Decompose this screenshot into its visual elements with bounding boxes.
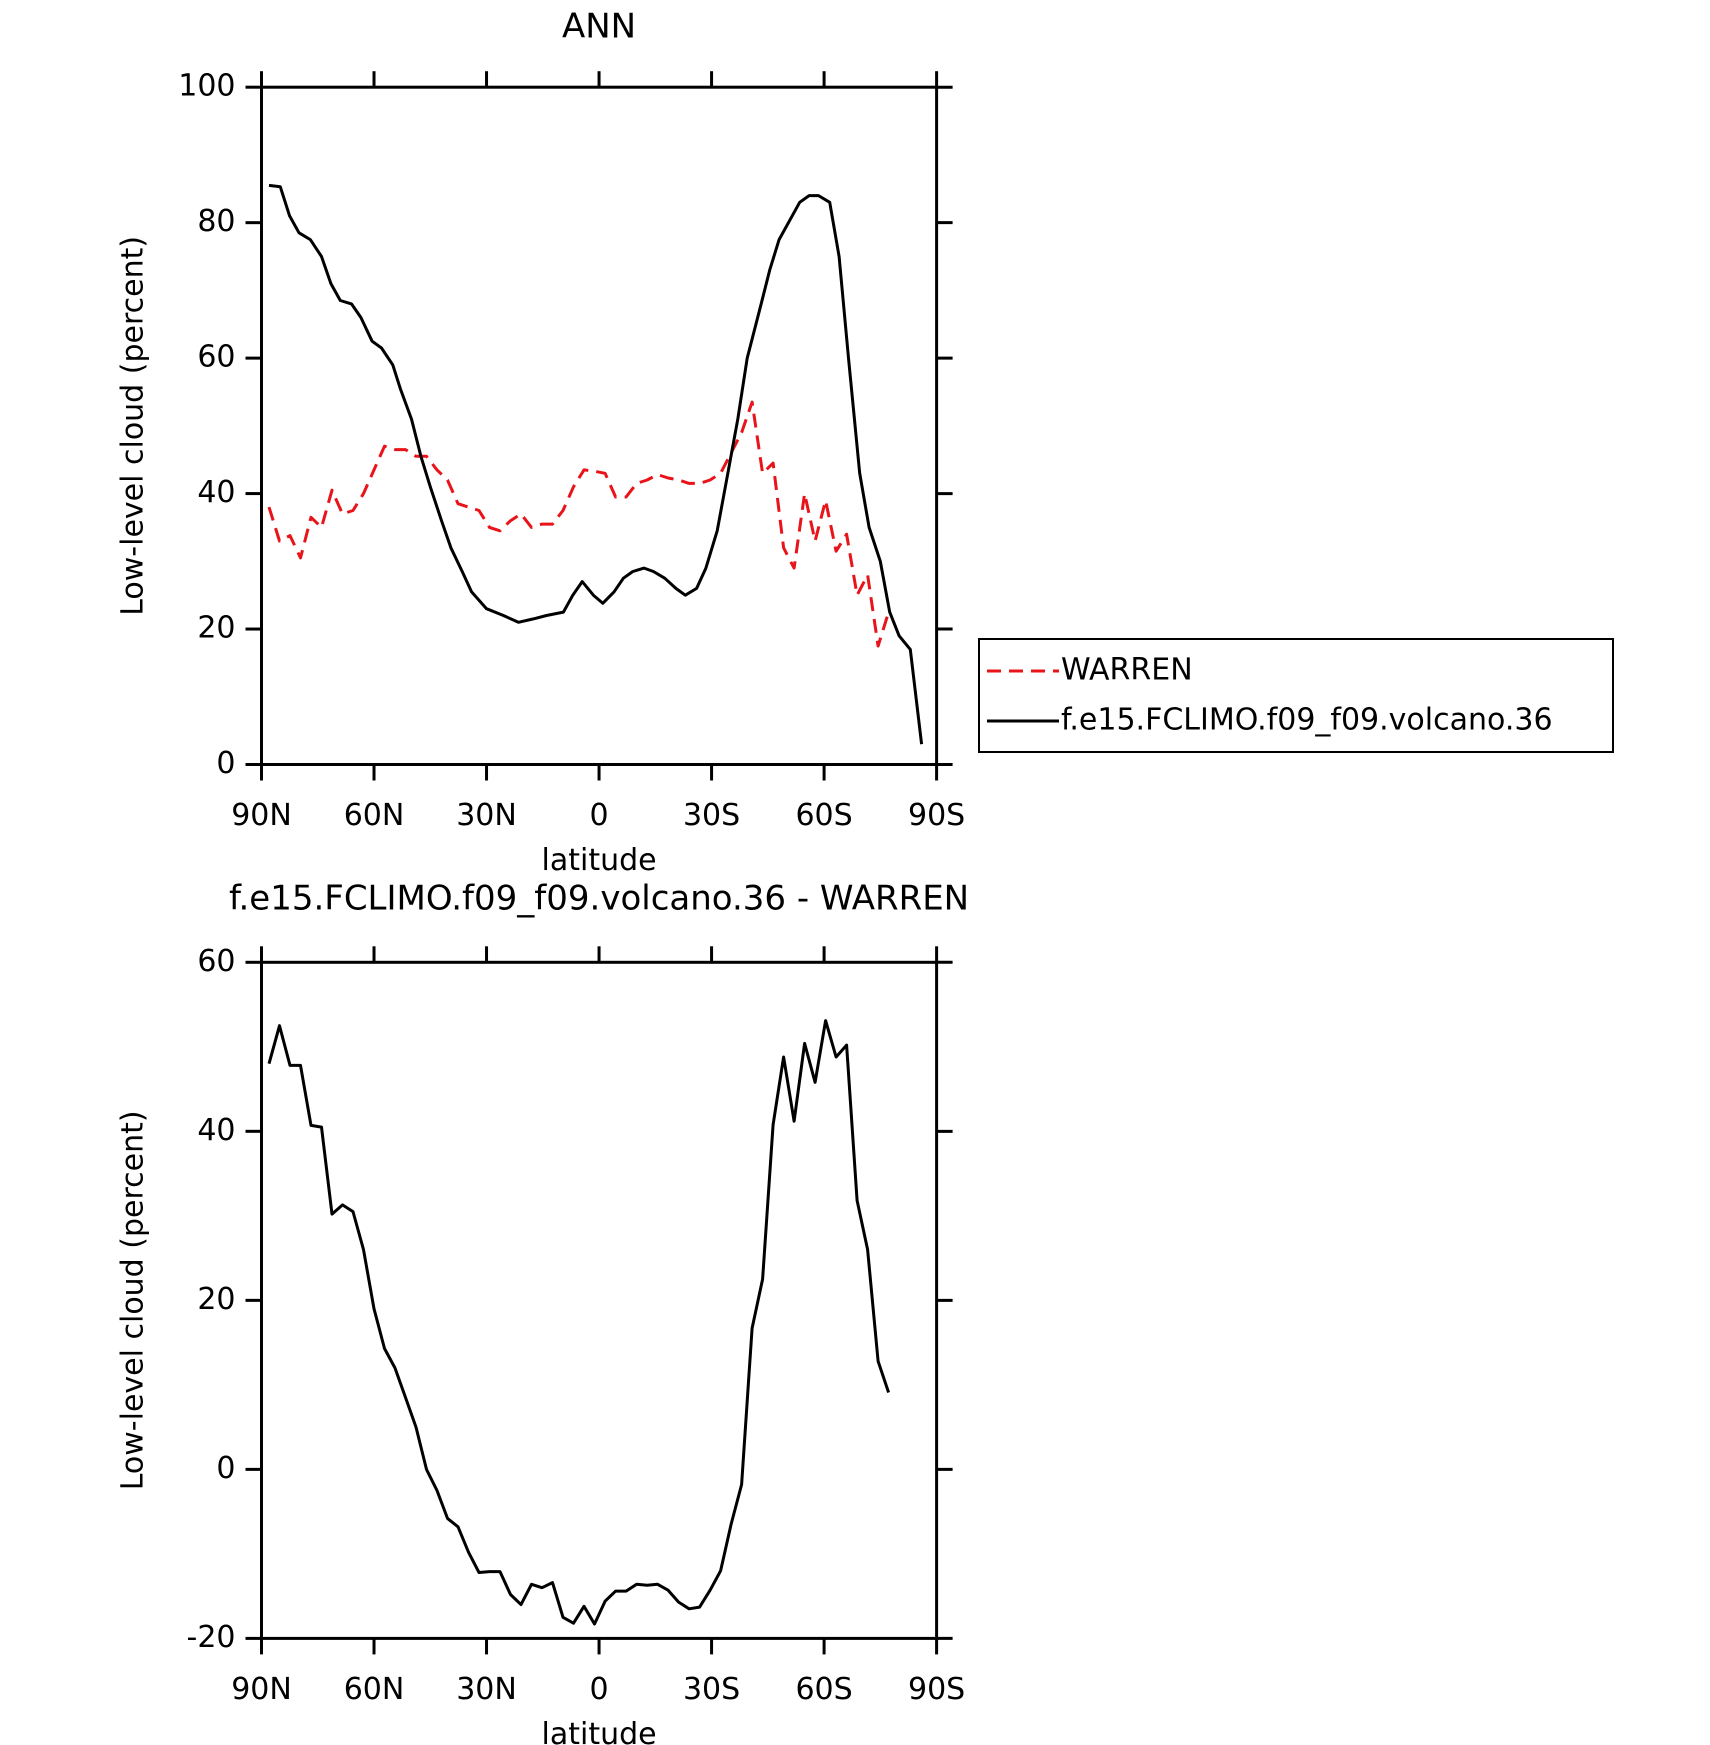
chart-title: f.e15.FCLIMO.f09_f09.volcano.36 - WARREN (229, 879, 969, 919)
data-line (267, 400, 891, 648)
y-tick-label: 20 (197, 611, 235, 646)
y-tick-label: 0 (216, 1451, 235, 1486)
chart-title: ANN (562, 7, 636, 47)
x-tick-label: 30N (456, 1672, 517, 1707)
legend-label: f.e15.FCLIMO.f09_f09.volcano.36 (1061, 703, 1553, 738)
x-tick-label: 60N (344, 798, 405, 833)
y-tick-label: 40 (197, 475, 235, 510)
y-tick-label: 60 (197, 340, 235, 375)
y-axis-label: Low-level cloud (percent) (116, 236, 151, 616)
x-axis-label: latitude (542, 1717, 657, 1745)
x-tick-label: 60S (795, 1672, 852, 1707)
x-tick-label: 0 (590, 798, 609, 833)
x-tick-label: 30S (683, 1672, 740, 1707)
plot-frame (260, 960, 939, 1640)
x-tick-label: 60S (795, 798, 852, 833)
y-tick-label: 20 (197, 1282, 235, 1317)
x-tick-label: 60N (344, 1672, 405, 1707)
data-line (268, 183, 924, 745)
legend-box (978, 638, 1614, 753)
y-tick-label: 80 (197, 204, 235, 239)
x-tick-label: 90S (908, 798, 965, 833)
plot-frame (260, 85, 939, 766)
y-tick-label: -20 (187, 1620, 236, 1655)
y-tick-label: 0 (216, 746, 235, 781)
x-tick-label: 90N (231, 798, 292, 833)
x-axis-label: latitude (542, 843, 657, 878)
x-tick-label: 90S (908, 1672, 965, 1707)
data-line (267, 1019, 891, 1626)
y-tick-label: 60 (197, 944, 235, 979)
y-axis-label: Low-level cloud (percent) (116, 1110, 151, 1490)
y-tick-label: 100 (178, 69, 235, 104)
x-tick-label: 30N (456, 798, 517, 833)
x-tick-label: 90N (231, 1672, 292, 1707)
legend-label: WARREN (1061, 653, 1193, 688)
x-tick-label: 0 (590, 1672, 609, 1707)
y-tick-label: 40 (197, 1113, 235, 1148)
x-tick-label: 30S (683, 798, 740, 833)
